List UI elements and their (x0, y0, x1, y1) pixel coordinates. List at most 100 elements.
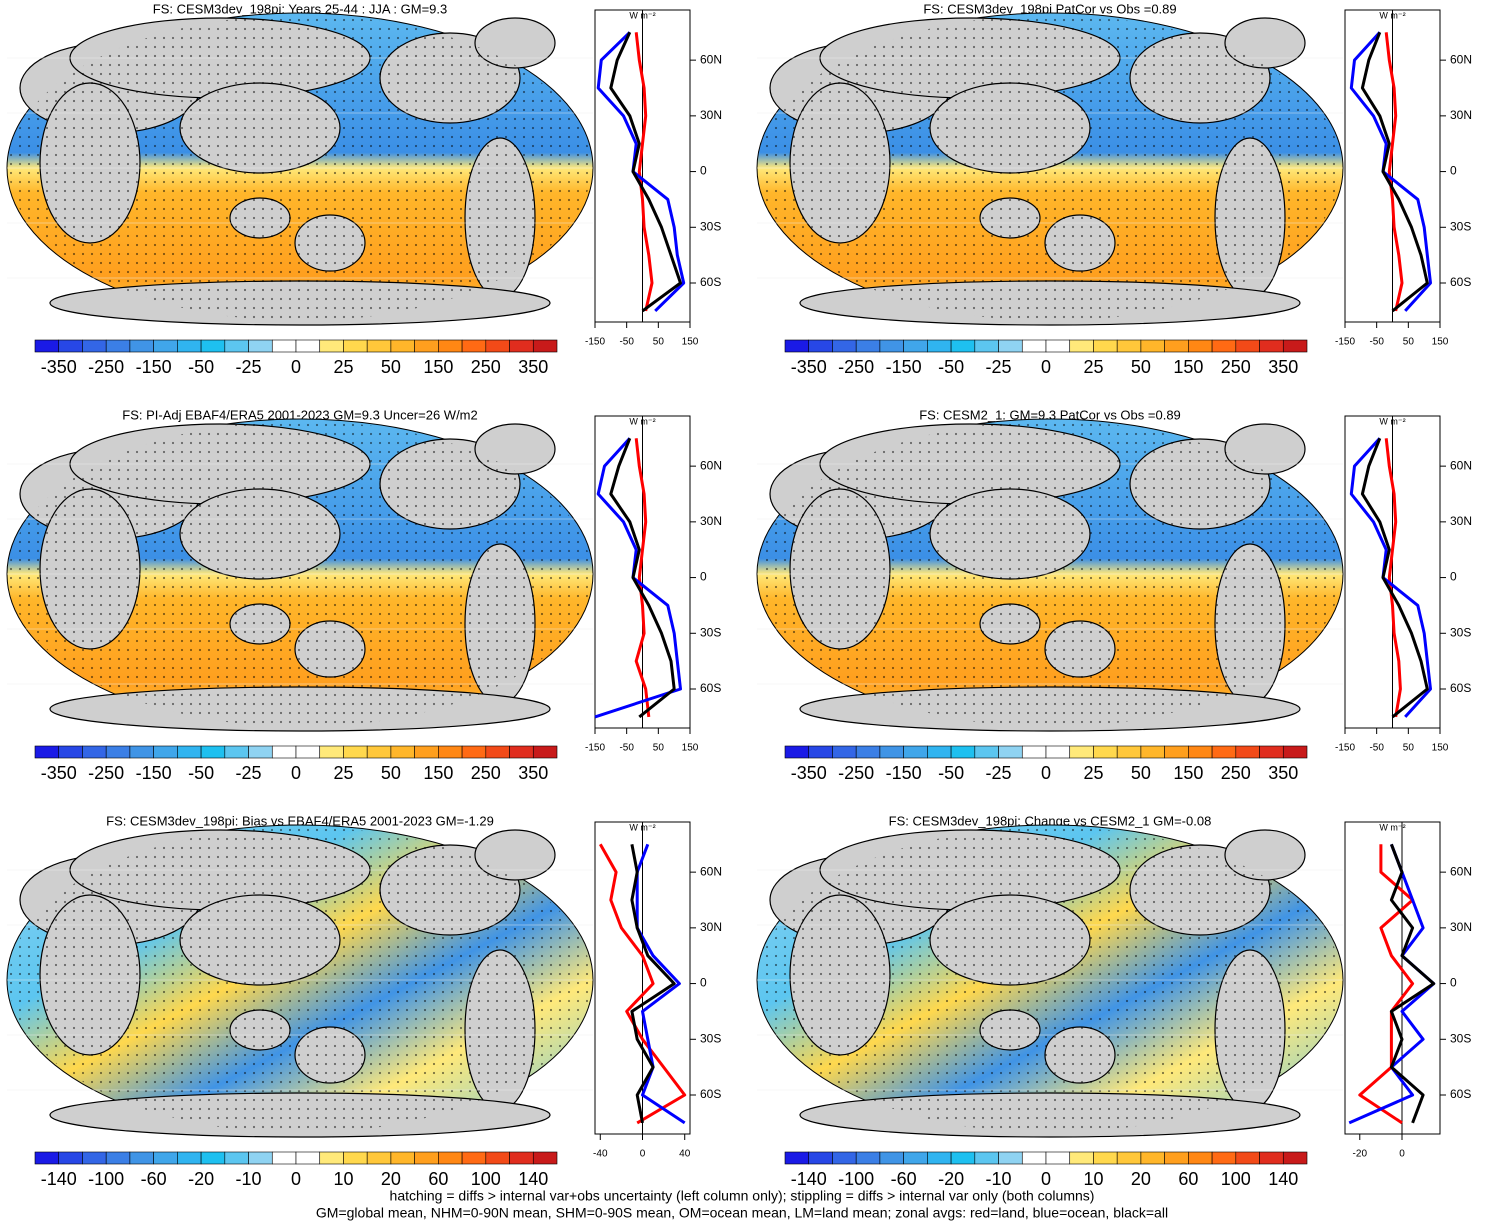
colorbar-box (903, 745, 928, 759)
y-tick-label: 30S (700, 625, 721, 639)
colorbar-label: -50 (938, 357, 964, 377)
colorbar-label: 60 (428, 1169, 448, 1189)
x-tick-label: -50 (619, 337, 634, 348)
zonal-profile (609, 31, 682, 313)
colorbar-box (224, 745, 249, 759)
colorbar-box (784, 745, 810, 759)
colorbar-box (390, 339, 415, 353)
colorbar-label: -350 (41, 357, 77, 377)
colorbar-box (1045, 339, 1071, 353)
colorbar-box (34, 745, 60, 759)
colorbar-box (784, 1151, 810, 1165)
colorbar-box (200, 745, 226, 759)
colorbar-box (366, 745, 392, 759)
colorbar-label: 250 (471, 763, 501, 783)
colorbar-box (438, 745, 463, 759)
colorbar-label: -10 (236, 1169, 262, 1189)
colorbar-box (200, 1151, 226, 1165)
colorbar-box (855, 1151, 881, 1165)
colorbar-box (879, 745, 904, 759)
colorbar-box (82, 745, 107, 759)
zonal-profile (630, 844, 676, 1124)
zonal-profile (598, 843, 687, 1125)
colorbar-box (438, 339, 463, 353)
colorbar-box (832, 339, 857, 353)
y-tick-label: 60S (700, 681, 721, 695)
zonal-profile (1360, 437, 1429, 719)
colorbar-label: -20 (188, 1169, 214, 1189)
x-tick-label: -50 (1369, 337, 1384, 348)
x-tick-label: 0 (640, 1149, 646, 1160)
y-tick-label: 30N (700, 920, 722, 934)
colorbar-label: 0 (1041, 763, 1051, 783)
y-tick-label: 60N (1450, 864, 1472, 878)
zonal-profile (634, 438, 651, 718)
colorbar-label: 10 (333, 1169, 353, 1189)
zonal-profile (1384, 438, 1402, 718)
colorbar-label: -60 (141, 1169, 167, 1189)
colorbar-box (129, 339, 154, 353)
colorbar-box (82, 339, 107, 353)
colorbar-box (1282, 1151, 1308, 1165)
colorbar-box (1282, 339, 1308, 353)
colorbar-box (105, 745, 131, 759)
colorbar-box (1188, 745, 1213, 759)
colorbar-label: -50 (938, 763, 964, 783)
y-tick-label: 60N (700, 864, 722, 878)
y-tick-label: 0 (700, 164, 707, 178)
colorbar-box (950, 339, 976, 353)
colorbar-box (998, 339, 1023, 353)
colorbar-label: -140 (791, 1169, 827, 1189)
y-tick-label: 30N (1450, 514, 1472, 528)
colorbar-box (271, 745, 297, 759)
colorbar-label: -350 (791, 763, 827, 783)
y-tick-label: 30N (700, 514, 722, 528)
colorbar-box (1259, 745, 1284, 759)
x-axis-unit: W m⁻² (629, 416, 655, 426)
colorbar-box (105, 1151, 131, 1165)
colorbar-box (153, 339, 178, 353)
colorbar-label: -25 (236, 357, 262, 377)
colorbar-box (808, 745, 833, 759)
colorbar-box (1140, 339, 1165, 353)
y-tick-label: 60N (700, 52, 722, 66)
colorbar-box (461, 1151, 487, 1165)
colorbar-label: 100 (471, 1169, 501, 1189)
colorbar-box (153, 1151, 178, 1165)
footer-note: hatching = diffs > internal var+obs unce… (390, 1188, 1095, 1204)
x-tick-label: 150 (1432, 337, 1449, 348)
colorbar-label: 350 (1268, 763, 1298, 783)
colorbar-box (319, 1151, 344, 1165)
colorbar-box (271, 1151, 297, 1165)
colorbar-box (177, 745, 202, 759)
x-axis-unit: W m⁻² (1379, 416, 1405, 426)
colorbar-label: 150 (423, 763, 453, 783)
colorbar-box (366, 1151, 392, 1165)
x-tick-label: -50 (619, 743, 634, 754)
colorbar-box (1235, 1151, 1260, 1165)
colorbar-box (461, 339, 487, 353)
colorbar-box (509, 745, 534, 759)
y-tick-label: 30S (700, 1031, 721, 1045)
colorbar-box (82, 1151, 107, 1165)
colorbar-label: 350 (1268, 357, 1298, 377)
zonal-profile (1389, 843, 1436, 1124)
colorbar-box (808, 339, 833, 353)
zonal-profile (594, 437, 682, 719)
colorbar-box (998, 1151, 1023, 1165)
colorbar-label: 0 (1041, 357, 1051, 377)
colorbar-label: -100 (88, 1169, 124, 1189)
colorbar-box (248, 1151, 273, 1165)
colorbar-box (1140, 1151, 1165, 1165)
y-tick-label: 0 (700, 570, 707, 584)
colorbar-box (461, 745, 487, 759)
x-axis-unit: W m⁻² (1379, 10, 1405, 20)
map-title: FS: CESM3dev_198pi: Bias vs EBAF4/ERA5 2… (106, 813, 494, 828)
colorbar-label: 10 (1083, 1169, 1103, 1189)
x-tick-label: -150 (585, 743, 605, 754)
colorbar-box (784, 339, 810, 353)
colorbar-label: 0 (1041, 1169, 1051, 1189)
colorbar-box (950, 1151, 976, 1165)
footer-note: GM=global mean, NHM=0-90N mean, SHM=0-90… (316, 1205, 1168, 1221)
colorbar-box (1069, 1151, 1094, 1165)
